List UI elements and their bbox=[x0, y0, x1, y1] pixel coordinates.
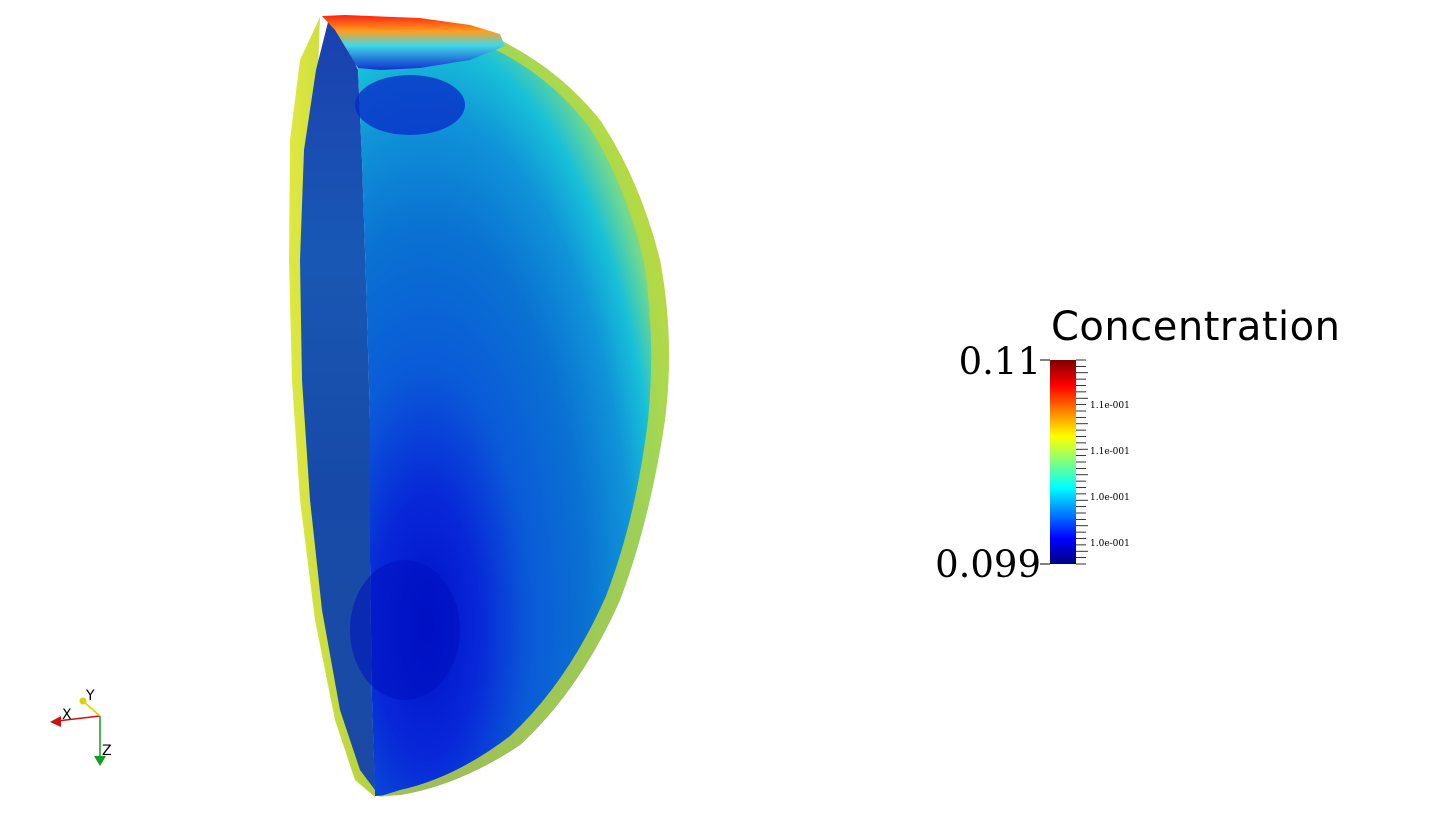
colorbar-title: Concentration bbox=[1051, 304, 1341, 350]
colorbar-max-label: 0.11 bbox=[958, 340, 1041, 383]
z-axis-label: Z bbox=[102, 743, 112, 759]
colorbar-tick-label: 1.0e-001 bbox=[1090, 493, 1130, 503]
x-axis-arrow bbox=[50, 716, 61, 727]
colorbar-min-label: 0.099 bbox=[935, 543, 1041, 586]
top-cap bbox=[322, 15, 505, 70]
colorbar-ticks bbox=[1040, 359, 1088, 565]
colorbar-tick-label: 1.1e-001 bbox=[1090, 447, 1130, 457]
orientation-axes bbox=[50, 697, 106, 766]
low-concentration-region-top bbox=[355, 75, 465, 135]
x-axis-label: X bbox=[62, 707, 72, 723]
y-axis-tip bbox=[79, 697, 87, 705]
colorbar-tick-label: 1.1e-001 bbox=[1090, 401, 1130, 411]
x-axis-line bbox=[56, 715, 101, 722]
y-axis-label: Y bbox=[86, 688, 95, 704]
y-axis-line bbox=[83, 701, 101, 717]
colorbar-tick-label: 1.0e-001 bbox=[1090, 539, 1130, 549]
low-concentration-region-bottom bbox=[350, 560, 460, 700]
colorbar bbox=[1050, 360, 1076, 564]
z-axis-arrow bbox=[94, 756, 106, 766]
